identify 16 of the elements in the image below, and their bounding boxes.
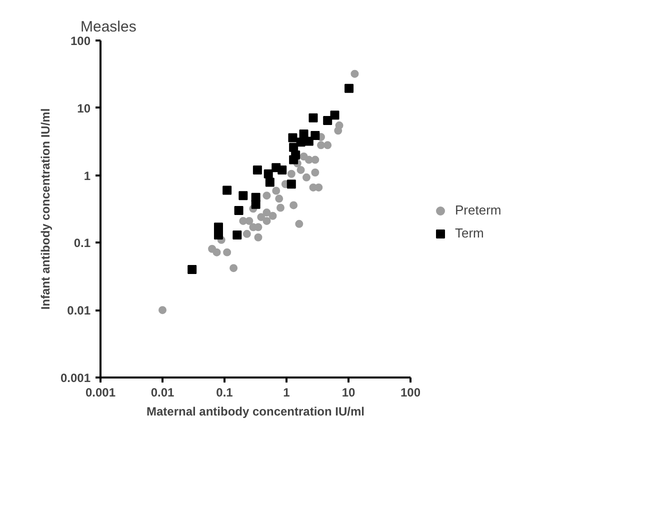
y-tick-label: 1: [84, 168, 91, 183]
x-tick-label: 100: [400, 386, 421, 400]
chart-title: Measles: [80, 18, 136, 36]
legend-label: Term: [455, 226, 484, 240]
y-tick-label: 0.01: [67, 304, 91, 318]
y-axis-title: Infant antibody concentration IU/ml: [38, 108, 52, 310]
y-tick-label: 100: [70, 34, 91, 48]
x-tick-label: 10: [342, 386, 356, 400]
y-tick-label: 0.001: [60, 371, 91, 385]
x-axis-title: Maternal antibody concentration IU/ml: [146, 404, 365, 418]
legend-label: Preterm: [455, 202, 502, 218]
y-tick-label: 0.1: [74, 236, 91, 250]
y-tick-label: 10: [77, 101, 91, 116]
x-tick-label: 1: [283, 386, 290, 400]
x-tick-label: 0.01: [150, 386, 175, 400]
x-tick-label: 0.1: [216, 386, 234, 400]
